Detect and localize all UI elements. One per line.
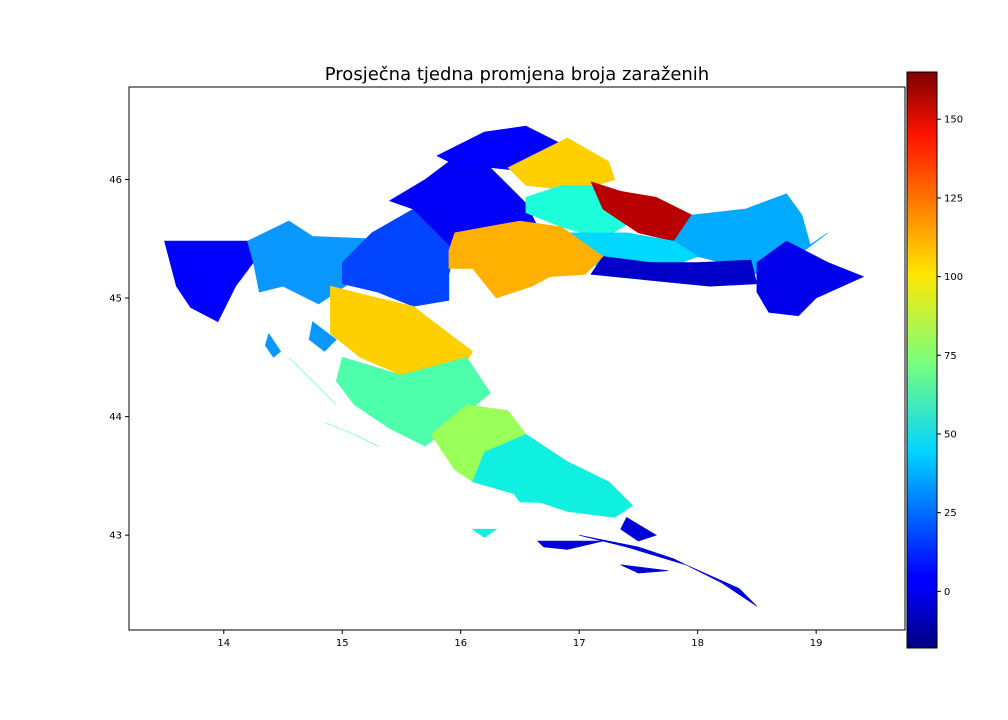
y-tick-label: 44 [109,412,122,423]
y-axis-ticks: 43 44 45 46 [109,175,129,542]
colorbar-tick-label: 50 [944,429,957,440]
y-tick-label: 45 [109,294,122,305]
map-region-25 [536,540,603,550]
map-region-24 [579,534,758,607]
map-region-13 [756,240,865,317]
map-regions [164,125,865,607]
map-region-17 [288,357,337,405]
map-region-3 [264,332,281,358]
map-region-18 [324,422,378,447]
y-tick-label: 43 [109,531,122,542]
x-tick-label: 18 [691,638,704,649]
y-tick-label: 46 [109,175,122,186]
map-region-12 [590,256,758,287]
x-tick-label: 17 [573,638,586,649]
map-region-21 [513,493,569,504]
colorbar-tick-label: 25 [944,508,957,519]
colorbar-tick-label: 75 [944,351,957,362]
map-region-7 [507,137,616,192]
map-region-23 [620,516,657,542]
x-tick-label: 16 [454,638,467,649]
colorbar-tick-label: 0 [944,587,950,598]
map-region-14 [448,220,604,299]
colorbar [906,71,938,649]
colorbar-tick-label: 100 [944,272,963,283]
map-region-20 [472,434,633,518]
map-region-22 [471,528,498,538]
x-tick-label: 14 [217,638,230,649]
plot-area [128,86,906,631]
map-region-2 [308,321,337,352]
colorbar-ticks: 0 25 50 75 100 125 150 [937,115,963,598]
colorbar-tick-label: 150 [944,115,963,126]
x-tick-label: 19 [810,638,823,649]
map-region-26 [620,564,669,574]
chart-title: Prosječna tjedna promjena broja zaraženi… [325,64,709,85]
x-axis-ticks: 14 15 16 17 18 19 [217,630,823,649]
colorbar-tick-label: 125 [944,193,963,204]
x-tick-label: 15 [336,638,349,649]
map-region-1 [247,220,373,305]
